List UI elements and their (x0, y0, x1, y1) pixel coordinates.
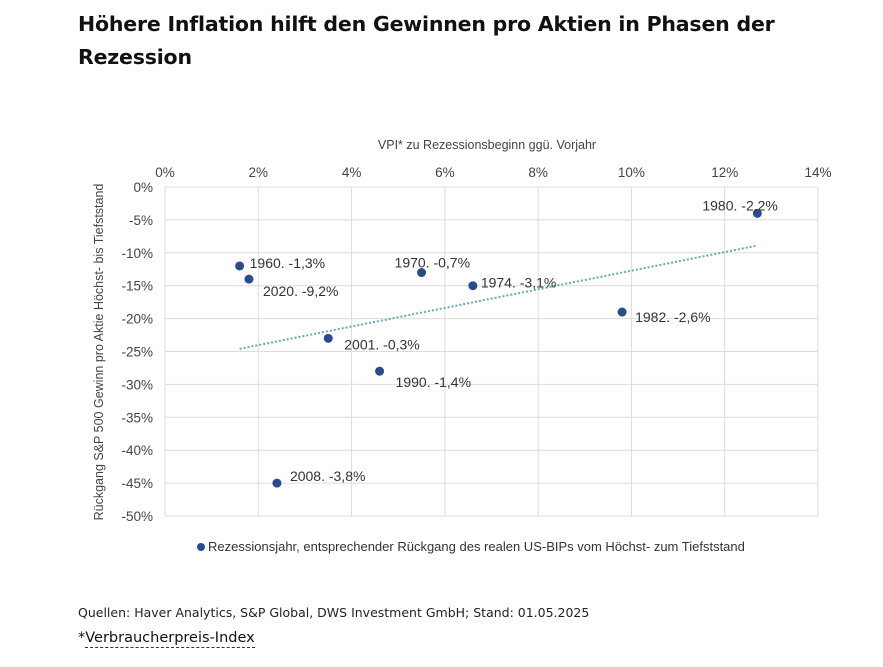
x-tick-label: 4% (342, 165, 362, 180)
data-label: 1974. -3,1% (481, 275, 557, 291)
data-point (375, 366, 385, 376)
y-axis-title: Rückgang S&P 500 Gewinn pro Aktie Höchst… (92, 184, 106, 521)
data-label: 2008. -3,8% (290, 468, 366, 484)
data-point (468, 281, 478, 291)
legend-label: Rezessionsjahr, entsprechender Rückgang … (208, 539, 745, 554)
data-point (617, 307, 627, 317)
y-tick-label: -10% (121, 246, 153, 261)
legend: Rezessionsjahr, entsprechender Rückgang … (197, 539, 745, 554)
grid-lines (164, 186, 819, 517)
y-tick-label: 0% (133, 180, 153, 195)
data-label: 1990. -1,4% (396, 374, 472, 390)
data-point (752, 208, 762, 218)
y-tick-label: -20% (121, 312, 153, 327)
data-labels: 1960. -1,3% 2020. -9,2% 2008. -3,8% 2001. -… (250, 197, 778, 484)
x-axis-title: VPI* zu Rezessionsbeginn ggü. Vorjahr (378, 138, 596, 152)
footnote-link[interactable]: Verbraucherpreis-Index (85, 630, 255, 648)
legend-marker (197, 543, 205, 551)
x-tick-label: 8% (528, 165, 548, 180)
data-point (417, 268, 427, 278)
y-tick-label: -50% (121, 509, 153, 524)
footnote: *Verbraucherpreis-Index (78, 630, 255, 648)
data-point (272, 478, 282, 488)
source-note: Quellen: Haver Analytics, S&P Global, DW… (78, 605, 590, 620)
x-tick-label: 0% (155, 165, 175, 180)
data-label: 1982. -2,6% (635, 309, 711, 325)
y-tick-label: -5% (129, 213, 153, 228)
data-label: 1970. -0,7% (395, 255, 471, 271)
y-tick-label: -30% (121, 377, 153, 392)
data-label: 2020. -9,2% (263, 283, 339, 299)
y-tick-labels: 0% -5% -10% -15% -20% -25% -30% -35% -40% -45% -50… (121, 180, 153, 524)
x-tick-label: 14% (804, 165, 831, 180)
x-tick-label: 12% (711, 165, 738, 180)
data-label: 1980. -2,2% (702, 197, 778, 213)
data-points (235, 208, 762, 488)
data-point (323, 333, 333, 343)
y-tick-label: -25% (121, 345, 153, 360)
data-label: 2001. -0,3% (344, 336, 420, 352)
x-tick-label: 6% (435, 165, 455, 180)
data-point (235, 261, 245, 271)
data-point (244, 274, 254, 284)
page-title: Höhere Inflation hilft den Gewinnen pro … (78, 12, 775, 69)
scatter-chart: 0% -5% -10% -15% -20% -25% -30% -35% -40% -45% -50… (92, 138, 832, 554)
y-tick-label: -45% (121, 476, 153, 491)
footnote-marker: * (78, 630, 86, 646)
x-tick-labels: 0% 2% 4% 6% 8% 10% 12% 14% (155, 165, 831, 180)
y-tick-label: -40% (121, 443, 153, 458)
y-tick-label: -35% (121, 410, 153, 425)
data-label: 1960. -1,3% (250, 255, 326, 271)
x-tick-label: 10% (618, 165, 645, 180)
x-tick-label: 2% (249, 165, 269, 180)
y-tick-label: -15% (121, 279, 153, 294)
